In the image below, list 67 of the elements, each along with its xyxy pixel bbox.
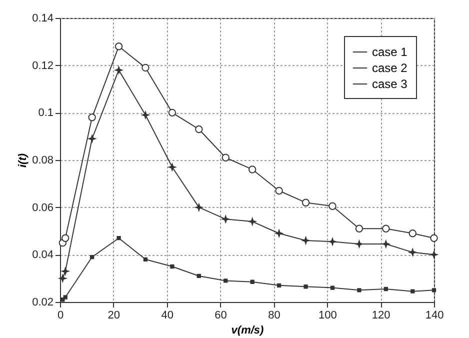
x-tick-label: 80 xyxy=(268,310,280,322)
point xyxy=(224,278,228,283)
point xyxy=(357,288,362,292)
point xyxy=(330,286,335,290)
point xyxy=(328,202,336,210)
x-tick-label: 0 xyxy=(57,310,64,322)
point xyxy=(168,163,176,171)
point xyxy=(410,289,415,294)
x-axis-title: v(m/s) xyxy=(231,324,264,336)
point xyxy=(430,251,438,258)
point xyxy=(275,186,283,195)
point xyxy=(88,114,96,122)
x-tick-label: 60 xyxy=(214,310,227,322)
point xyxy=(302,236,310,244)
point xyxy=(90,254,94,260)
point xyxy=(143,257,148,262)
point xyxy=(222,154,230,162)
point xyxy=(170,264,174,269)
point xyxy=(196,274,201,278)
point xyxy=(116,236,121,240)
point xyxy=(142,111,150,119)
point xyxy=(408,230,416,238)
y-tick-label: 0.04 xyxy=(32,249,54,262)
point xyxy=(276,283,282,288)
point xyxy=(302,198,310,206)
point xyxy=(275,230,283,238)
point xyxy=(356,240,363,248)
point xyxy=(63,295,68,300)
point xyxy=(88,135,96,142)
point xyxy=(304,284,308,289)
point xyxy=(62,268,70,275)
legend-label: case 1 xyxy=(372,45,408,59)
point xyxy=(114,42,123,50)
y-tick-label: 0.02 xyxy=(32,296,54,308)
x-tick-label: 120 xyxy=(372,310,390,322)
point xyxy=(382,224,390,232)
point xyxy=(142,64,150,72)
x-tick-label: 140 xyxy=(425,310,444,322)
point xyxy=(59,274,66,282)
y-tick-label: 0.12 xyxy=(32,60,54,72)
point xyxy=(60,298,65,302)
point xyxy=(430,234,438,242)
point xyxy=(222,216,230,223)
y-tick-label: 0.1 xyxy=(38,107,54,120)
point xyxy=(328,238,336,246)
legend-label: case 2 xyxy=(372,61,408,75)
point xyxy=(432,288,436,292)
x-tick-label: 20 xyxy=(108,310,120,322)
point xyxy=(408,248,416,256)
point xyxy=(195,204,203,211)
x-tick-label: 40 xyxy=(161,310,174,322)
point xyxy=(250,280,254,284)
point xyxy=(384,286,388,292)
point xyxy=(168,108,176,117)
point xyxy=(355,224,364,232)
x-tick-label: 100 xyxy=(318,310,337,322)
point xyxy=(61,234,70,242)
point xyxy=(115,66,122,74)
legend-label: case 3 xyxy=(372,77,408,91)
point xyxy=(195,125,203,134)
point xyxy=(248,218,256,226)
point xyxy=(248,166,256,174)
point xyxy=(382,240,390,248)
y-axis-title: i(t) xyxy=(17,153,30,168)
y-tick-label: 0.08 xyxy=(32,154,54,166)
y-tick-label: 0.14 xyxy=(32,12,54,24)
y-tick-label: 0.06 xyxy=(32,202,54,214)
